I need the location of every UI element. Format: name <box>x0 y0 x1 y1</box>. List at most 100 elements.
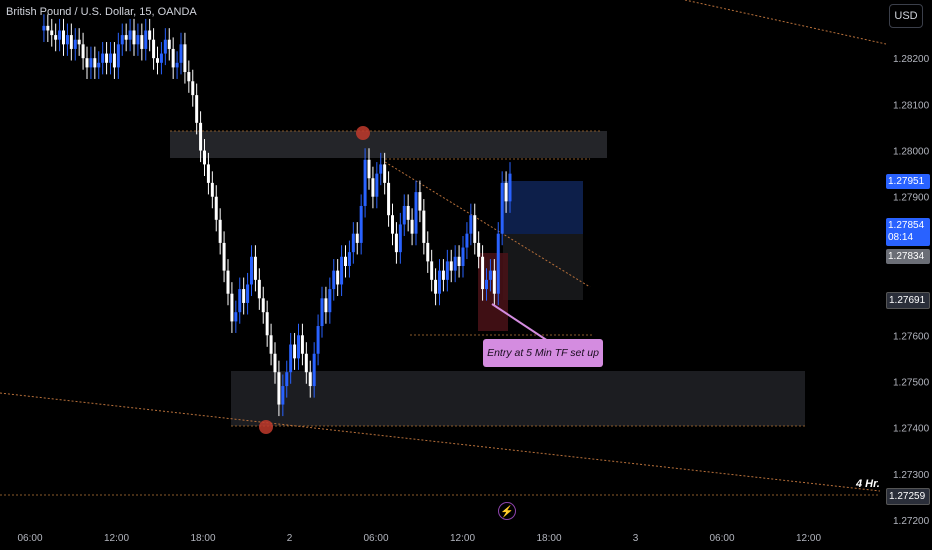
candle-body <box>387 182 391 216</box>
candle-body <box>242 289 246 303</box>
candle-body <box>116 44 120 68</box>
candle-body <box>398 224 402 253</box>
lightning-icon[interactable]: ⚡ <box>498 502 516 520</box>
candle-body <box>285 372 289 387</box>
candle-body <box>238 289 242 313</box>
candle-body <box>481 256 485 290</box>
price-tick-label: 1.27300 <box>893 470 930 481</box>
candle-body <box>297 335 300 359</box>
supply-zone <box>170 131 607 158</box>
swing-high-marker[interactable] <box>356 126 370 140</box>
time-tick-label: 06:00 <box>17 533 42 544</box>
candle-body <box>222 242 226 271</box>
candle-body <box>199 122 203 151</box>
candle-body <box>438 270 441 294</box>
candle-body <box>379 164 383 174</box>
price-tick-label: 1.27400 <box>893 424 930 435</box>
candle-body <box>453 256 457 271</box>
time-tick-label: 12:00 <box>450 533 475 544</box>
candle-body <box>461 247 465 266</box>
candle-body <box>42 25 46 31</box>
candle-body <box>304 353 308 373</box>
price-tag-level2: 1.27691 <box>886 292 930 309</box>
candle-body <box>132 30 136 45</box>
candle-body <box>336 270 340 285</box>
time-tick-label: 12:00 <box>796 533 821 544</box>
candle-body <box>69 35 73 49</box>
time-tick-label: 18:00 <box>190 533 215 544</box>
candle-body <box>171 48 175 68</box>
position-stop-box <box>503 234 583 300</box>
countdown: 08:14 <box>888 232 914 243</box>
candle-body <box>105 53 109 63</box>
candle-body <box>206 164 210 183</box>
candle-body <box>210 182 214 197</box>
time-tick-label: 18:00 <box>536 533 561 544</box>
candle-body <box>441 270 445 280</box>
candle-body <box>351 233 355 253</box>
candle-body <box>183 44 187 73</box>
candle-body <box>426 242 430 262</box>
price-axis[interactable]: 1.28200 1.28100 1.28000 1.27900 1.27600 1.275… <box>893 54 930 527</box>
price-tag-current: 1.27951 <box>886 174 930 189</box>
candle-body <box>402 205 406 225</box>
candle-body <box>300 335 304 354</box>
candle-body <box>394 233 398 253</box>
candle-body <box>289 344 293 373</box>
candle-body <box>340 256 344 285</box>
entry-note-label[interactable]: Entry at 5 Min TF set up <box>483 339 603 367</box>
candle-body <box>375 173 379 197</box>
candle-body <box>406 205 410 220</box>
candle-body <box>500 182 504 234</box>
candle-body <box>144 30 148 49</box>
candle-body <box>214 196 218 220</box>
candle-body <box>485 279 488 290</box>
candle-body <box>163 39 167 54</box>
candle-body <box>191 81 195 96</box>
candle-body <box>473 215 477 243</box>
time-axis[interactable]: 06:00 12:00 18:00 2 06:00 12:00 18:00 3 06:00 12:… <box>17 533 821 544</box>
candle-body <box>112 53 116 68</box>
candle-body <box>457 256 461 266</box>
candle-body <box>328 289 332 313</box>
candle-body <box>253 256 257 280</box>
candle-body <box>344 256 347 266</box>
candle-body <box>496 233 500 294</box>
price-tag-level3: 1.27259 <box>886 488 930 505</box>
candle-body <box>93 58 97 68</box>
swing-low-marker[interactable] <box>259 420 273 434</box>
candle-body <box>152 39 156 59</box>
time-tick-label: 2 <box>287 533 293 544</box>
candle-body <box>430 261 434 280</box>
time-tick-label: 06:00 <box>709 533 734 544</box>
candle-body <box>359 205 363 243</box>
candle-body <box>167 39 171 49</box>
candle-body <box>148 30 152 40</box>
candle-body <box>230 293 234 322</box>
candle-body <box>250 256 253 285</box>
candle-body <box>54 35 58 40</box>
candle-body <box>246 284 250 303</box>
candle-body <box>414 192 418 234</box>
candle-body <box>140 35 144 49</box>
candle-body <box>504 182 508 202</box>
candle-body <box>281 386 285 405</box>
lower-trendline <box>0 392 881 492</box>
candle-body <box>469 215 473 234</box>
timeframe-label: 4 Hr. <box>856 478 880 490</box>
last-price: 1.27854 <box>888 220 925 231</box>
candle-body <box>273 353 277 373</box>
position-target-box <box>503 181 583 234</box>
candle-body <box>156 58 159 63</box>
candle-body <box>477 242 481 257</box>
candle-body <box>355 233 359 243</box>
candle-body <box>85 58 89 68</box>
symbol-title: British Pound / U.S. Dollar, 15, OANDA <box>6 6 197 18</box>
candle-body <box>257 279 261 299</box>
candle-body <box>363 159 367 206</box>
candle-body <box>179 44 183 63</box>
price-tag-last: 1.27854 08:14 <box>886 218 930 246</box>
currency-button[interactable]: USD <box>889 4 923 28</box>
candle-body <box>218 219 222 243</box>
